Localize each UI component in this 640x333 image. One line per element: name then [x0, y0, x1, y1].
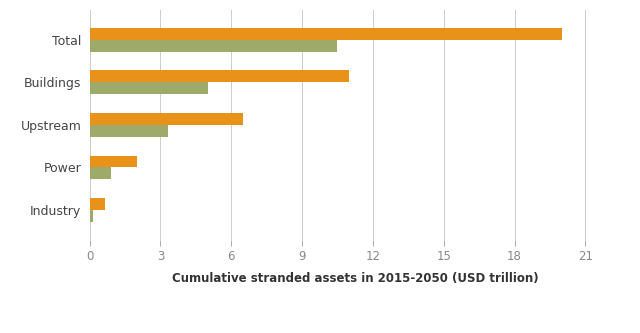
Bar: [90, 125, 168, 137]
Bar: [90, 156, 137, 167]
Bar: [90, 167, 111, 179]
Bar: [90, 198, 105, 210]
X-axis label: Cumulative stranded assets in 2015-2050 (USD trillion): Cumulative stranded assets in 2015-2050 …: [172, 271, 538, 284]
Bar: [90, 40, 337, 52]
Bar: [90, 210, 93, 222]
Bar: [90, 113, 243, 125]
Bar: [90, 82, 207, 94]
Bar: [90, 28, 562, 40]
Bar: [90, 70, 349, 82]
